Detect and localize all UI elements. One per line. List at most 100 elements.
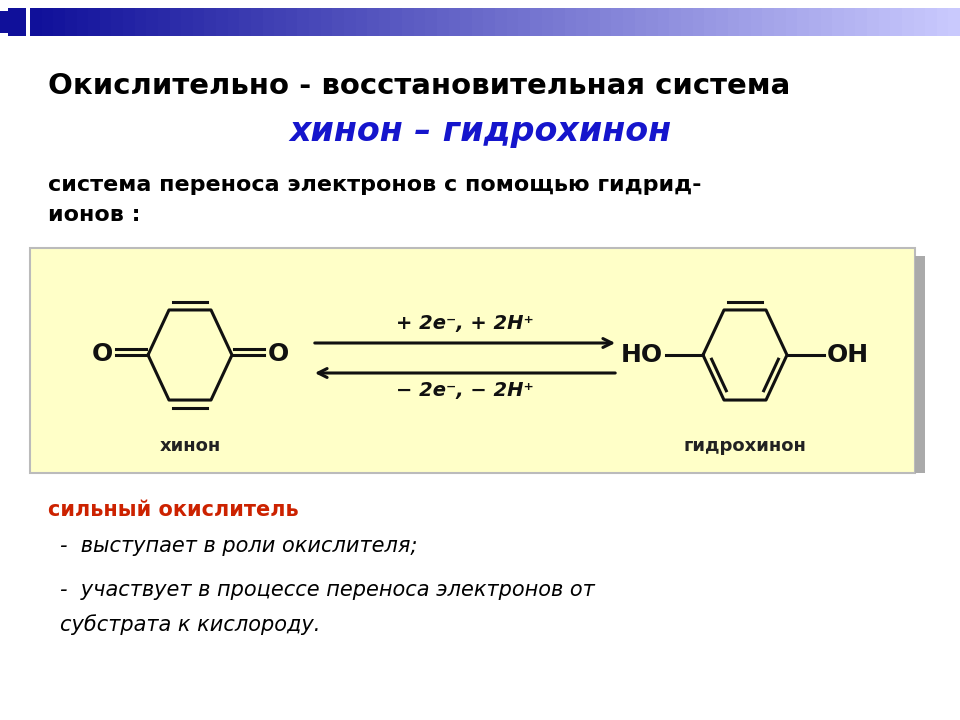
Bar [77,8,89,36]
Text: O: O [268,342,289,366]
Bar [30,248,915,473]
Bar [553,8,565,36]
Bar [0,11,8,33]
Bar [239,8,252,36]
Bar [716,8,729,36]
Bar [134,8,147,36]
Text: хинон – гидрохинон: хинон – гидрохинон [289,115,671,148]
Bar [785,8,799,36]
Bar [275,8,287,36]
Bar [518,8,531,36]
Bar [379,8,392,36]
Bar [705,8,717,36]
Text: гидрохинон: гидрохинон [684,437,806,455]
Bar [437,8,449,36]
Bar [170,8,182,36]
Bar [762,8,775,36]
Bar [681,8,694,36]
Bar [751,8,763,36]
Bar [332,8,345,36]
Bar [635,8,647,36]
Bar [925,8,938,36]
Bar [564,8,577,36]
Bar [367,8,380,36]
Bar [600,8,612,36]
Text: HO: HO [621,343,663,367]
Bar [495,8,508,36]
Bar [204,8,217,36]
Bar [809,8,822,36]
Bar [821,8,833,36]
Bar [321,8,333,36]
Bar [30,8,42,36]
Bar [228,8,240,36]
Text: OH: OH [827,343,869,367]
Bar [8,8,26,36]
Bar [157,8,171,36]
Text: -  выступает в роли окислителя;: - выступает в роли окислителя; [60,536,418,556]
Bar [355,8,368,36]
Bar [867,8,879,36]
Bar [484,8,496,36]
Bar [181,8,194,36]
Bar [111,8,124,36]
Bar [658,8,670,36]
Bar [914,8,926,36]
Bar [146,8,158,36]
Bar [41,8,55,36]
Bar [100,8,112,36]
Bar [53,8,66,36]
Text: -  участвует в процессе переноса электронов от: - участвует в процессе переноса электрон… [60,580,595,600]
Bar [251,8,263,36]
Text: система переноса электронов с помощью гидрид-: система переноса электронов с помощью ги… [48,175,702,195]
Bar [414,8,426,36]
Bar [193,8,205,36]
Bar [948,8,960,36]
Bar [669,8,682,36]
Bar [855,8,868,36]
Text: ионов :: ионов : [48,205,140,225]
Bar [612,8,624,36]
Bar [739,8,752,36]
Text: субстрата к кислороду.: субстрата к кислороду. [60,614,321,635]
Bar [774,8,786,36]
Text: + 2e⁻, + 2H⁺: + 2e⁻, + 2H⁺ [396,314,534,333]
Bar [391,8,403,36]
Bar [460,8,472,36]
Bar [530,8,542,36]
Bar [507,8,519,36]
Bar [471,8,485,36]
Text: − 2e⁻, − 2H⁺: − 2e⁻, − 2H⁺ [396,381,534,400]
Bar [298,8,310,36]
Bar [402,8,415,36]
Bar [915,256,925,473]
Bar [65,8,78,36]
Bar [890,8,902,36]
Bar [692,8,706,36]
Text: сильный окислитель: сильный окислитель [48,500,299,520]
Bar [878,8,891,36]
Bar [937,8,949,36]
Text: O: O [91,342,112,366]
Bar [286,8,299,36]
Bar [576,8,589,36]
Bar [797,8,810,36]
Bar [123,8,135,36]
Bar [728,8,740,36]
Bar [901,8,915,36]
Text: Окислительно - восстановительная система: Окислительно - восстановительная система [48,72,790,100]
Bar [844,8,856,36]
Bar [262,8,276,36]
Bar [448,8,461,36]
Bar [588,8,601,36]
Bar [425,8,438,36]
Bar [309,8,322,36]
Bar [541,8,554,36]
Bar [88,8,101,36]
Text: хинон: хинон [159,437,221,455]
Bar [646,8,659,36]
Bar [623,8,636,36]
Bar [344,8,356,36]
Bar [216,8,228,36]
Bar [832,8,845,36]
